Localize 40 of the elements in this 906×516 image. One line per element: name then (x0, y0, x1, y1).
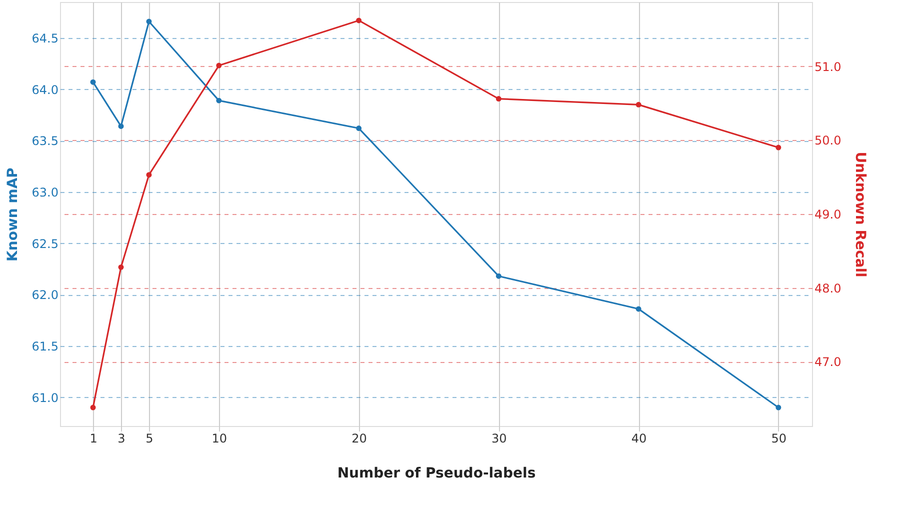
y2-tick-label: 51.0 (814, 60, 842, 74)
y-tick-label: 61.5 (32, 339, 58, 354)
x-tick-label: 40 (631, 432, 647, 446)
point (90, 79, 96, 85)
point (636, 102, 642, 108)
point (356, 18, 362, 24)
y2-tick-label: 47.0 (814, 355, 842, 370)
x-tick-label: 50 (771, 432, 787, 446)
point (496, 273, 502, 279)
x-tick-label: 1 (90, 432, 98, 446)
y-tick-label: 64.5 (32, 31, 58, 46)
x-axis-title: Number of Pseudo-labels (337, 466, 536, 482)
y2-tick-label: 48.0 (814, 281, 842, 296)
x-tick-label: 5 (146, 432, 154, 446)
x-tick-label: 20 (352, 432, 367, 446)
y-tick-label: 64.0 (32, 82, 58, 97)
y2-tick-label: 49.0 (814, 208, 842, 222)
point (776, 404, 782, 410)
point (118, 123, 124, 129)
x-tick-label: 30 (492, 432, 507, 446)
x-tick-label: 3 (118, 432, 126, 446)
y2-axis-title: Unknown Recall (852, 152, 868, 278)
point (636, 306, 642, 312)
y-tick-label: 63.5 (32, 134, 58, 148)
x-tick-label: 10 (212, 432, 228, 446)
y-axis-title: Known mAP (4, 168, 21, 262)
y-tick-label: 62.5 (32, 236, 58, 251)
point (146, 18, 152, 24)
y-tick-label: 62.0 (32, 288, 58, 302)
point (216, 98, 222, 104)
point (90, 404, 96, 410)
point (216, 62, 222, 68)
y2-tick-label: 50.0 (814, 134, 842, 148)
point (496, 96, 502, 102)
y-tick-label: 63.0 (32, 185, 58, 200)
point (356, 126, 362, 132)
y-tick-label: 61.0 (32, 390, 58, 405)
point (776, 144, 782, 150)
point (146, 172, 152, 178)
point (118, 264, 124, 270)
